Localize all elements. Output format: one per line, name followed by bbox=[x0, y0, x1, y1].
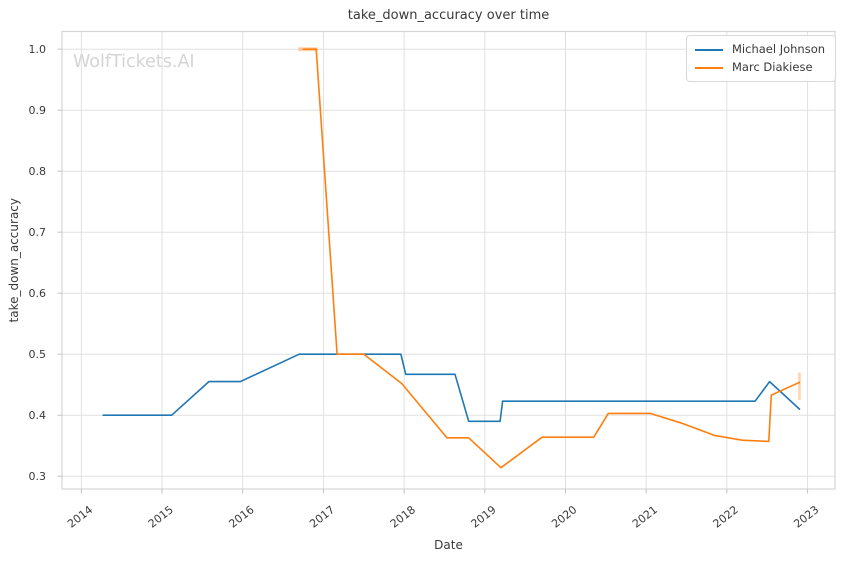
svg-text:2019: 2019 bbox=[469, 503, 499, 530]
svg-text:2015: 2015 bbox=[146, 503, 176, 530]
legend-label: Marc Diakiese bbox=[732, 60, 813, 74]
legend-item: Marc Diakiese bbox=[695, 59, 825, 76]
legend-label: Michael Johnson bbox=[732, 42, 826, 56]
svg-text:1.0: 1.0 bbox=[29, 43, 47, 56]
svg-text:0.8: 0.8 bbox=[29, 165, 47, 178]
gridlines bbox=[62, 31, 835, 489]
svg-text:0.9: 0.9 bbox=[29, 104, 47, 117]
svg-text:0.4: 0.4 bbox=[29, 409, 47, 422]
series-line-marc-diakiese bbox=[302, 48, 801, 469]
svg-text:2023: 2023 bbox=[791, 503, 821, 530]
legend: Michael Johnson Marc Diakiese bbox=[686, 35, 837, 82]
watermark: WolfTickets.AI bbox=[73, 52, 195, 72]
svg-text:0.6: 0.6 bbox=[29, 287, 47, 300]
legend-line-swatch-series-1 bbox=[695, 66, 723, 69]
legend-item: Michael Johnson bbox=[695, 41, 825, 58]
legend-line-swatch-series-0 bbox=[695, 48, 723, 51]
svg-text:2017: 2017 bbox=[307, 503, 337, 530]
y-axis-label: take_down_accuracy bbox=[7, 198, 21, 322]
svg-text:0.7: 0.7 bbox=[29, 226, 47, 239]
plot-border bbox=[61, 30, 836, 490]
series-line-michael-johnson bbox=[102, 353, 801, 423]
tick-marks bbox=[57, 48, 809, 494]
x-axis-label: Date bbox=[434, 538, 463, 552]
svg-text:2016: 2016 bbox=[227, 503, 257, 530]
svg-text:2020: 2020 bbox=[549, 503, 579, 530]
x-tick-labels: 2014 2015 2016 2017 2018 2019 2020 2021 2022 2023 bbox=[65, 503, 821, 530]
svg-text:2021: 2021 bbox=[630, 503, 660, 530]
svg-text:0.5: 0.5 bbox=[29, 348, 47, 361]
svg-text:2022: 2022 bbox=[711, 503, 741, 530]
svg-text:2014: 2014 bbox=[65, 503, 95, 530]
svg-text:2018: 2018 bbox=[388, 503, 418, 530]
svg-text:0.3: 0.3 bbox=[29, 470, 47, 483]
y-tick-labels: 0.3 0.4 0.5 0.6 0.7 0.8 0.9 1.0 bbox=[29, 43, 47, 483]
chart-title: take_down_accuracy over time bbox=[348, 8, 549, 23]
